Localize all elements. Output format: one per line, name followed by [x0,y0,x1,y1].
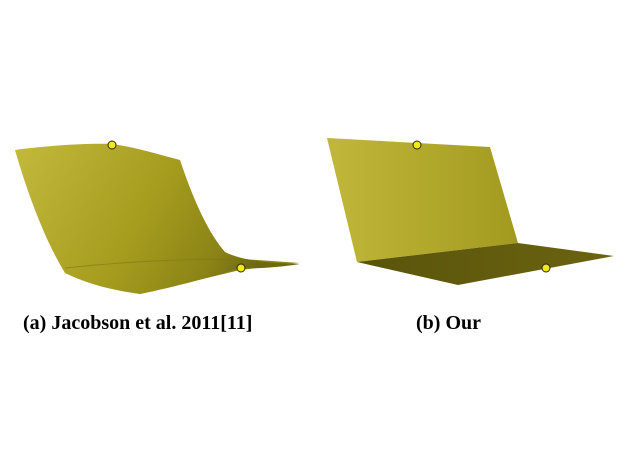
handle-point-a-bottom [236,263,246,273]
caption-jacobson: (a) Jacobson et al. 2011[11] [23,312,253,334]
surface-ours-wall [327,138,518,262]
surface-jacobson-main [15,143,300,294]
handle-point-b-top [412,140,422,150]
surface-ours-floor [357,243,614,285]
caption-ours: (b) Our [416,312,481,334]
surface-ours [327,138,614,285]
handle-point-a-top [107,140,117,150]
handle-point-b-bottom [541,263,551,273]
surface-jacobson [15,143,300,294]
surface-jacobson-crease [64,258,239,269]
